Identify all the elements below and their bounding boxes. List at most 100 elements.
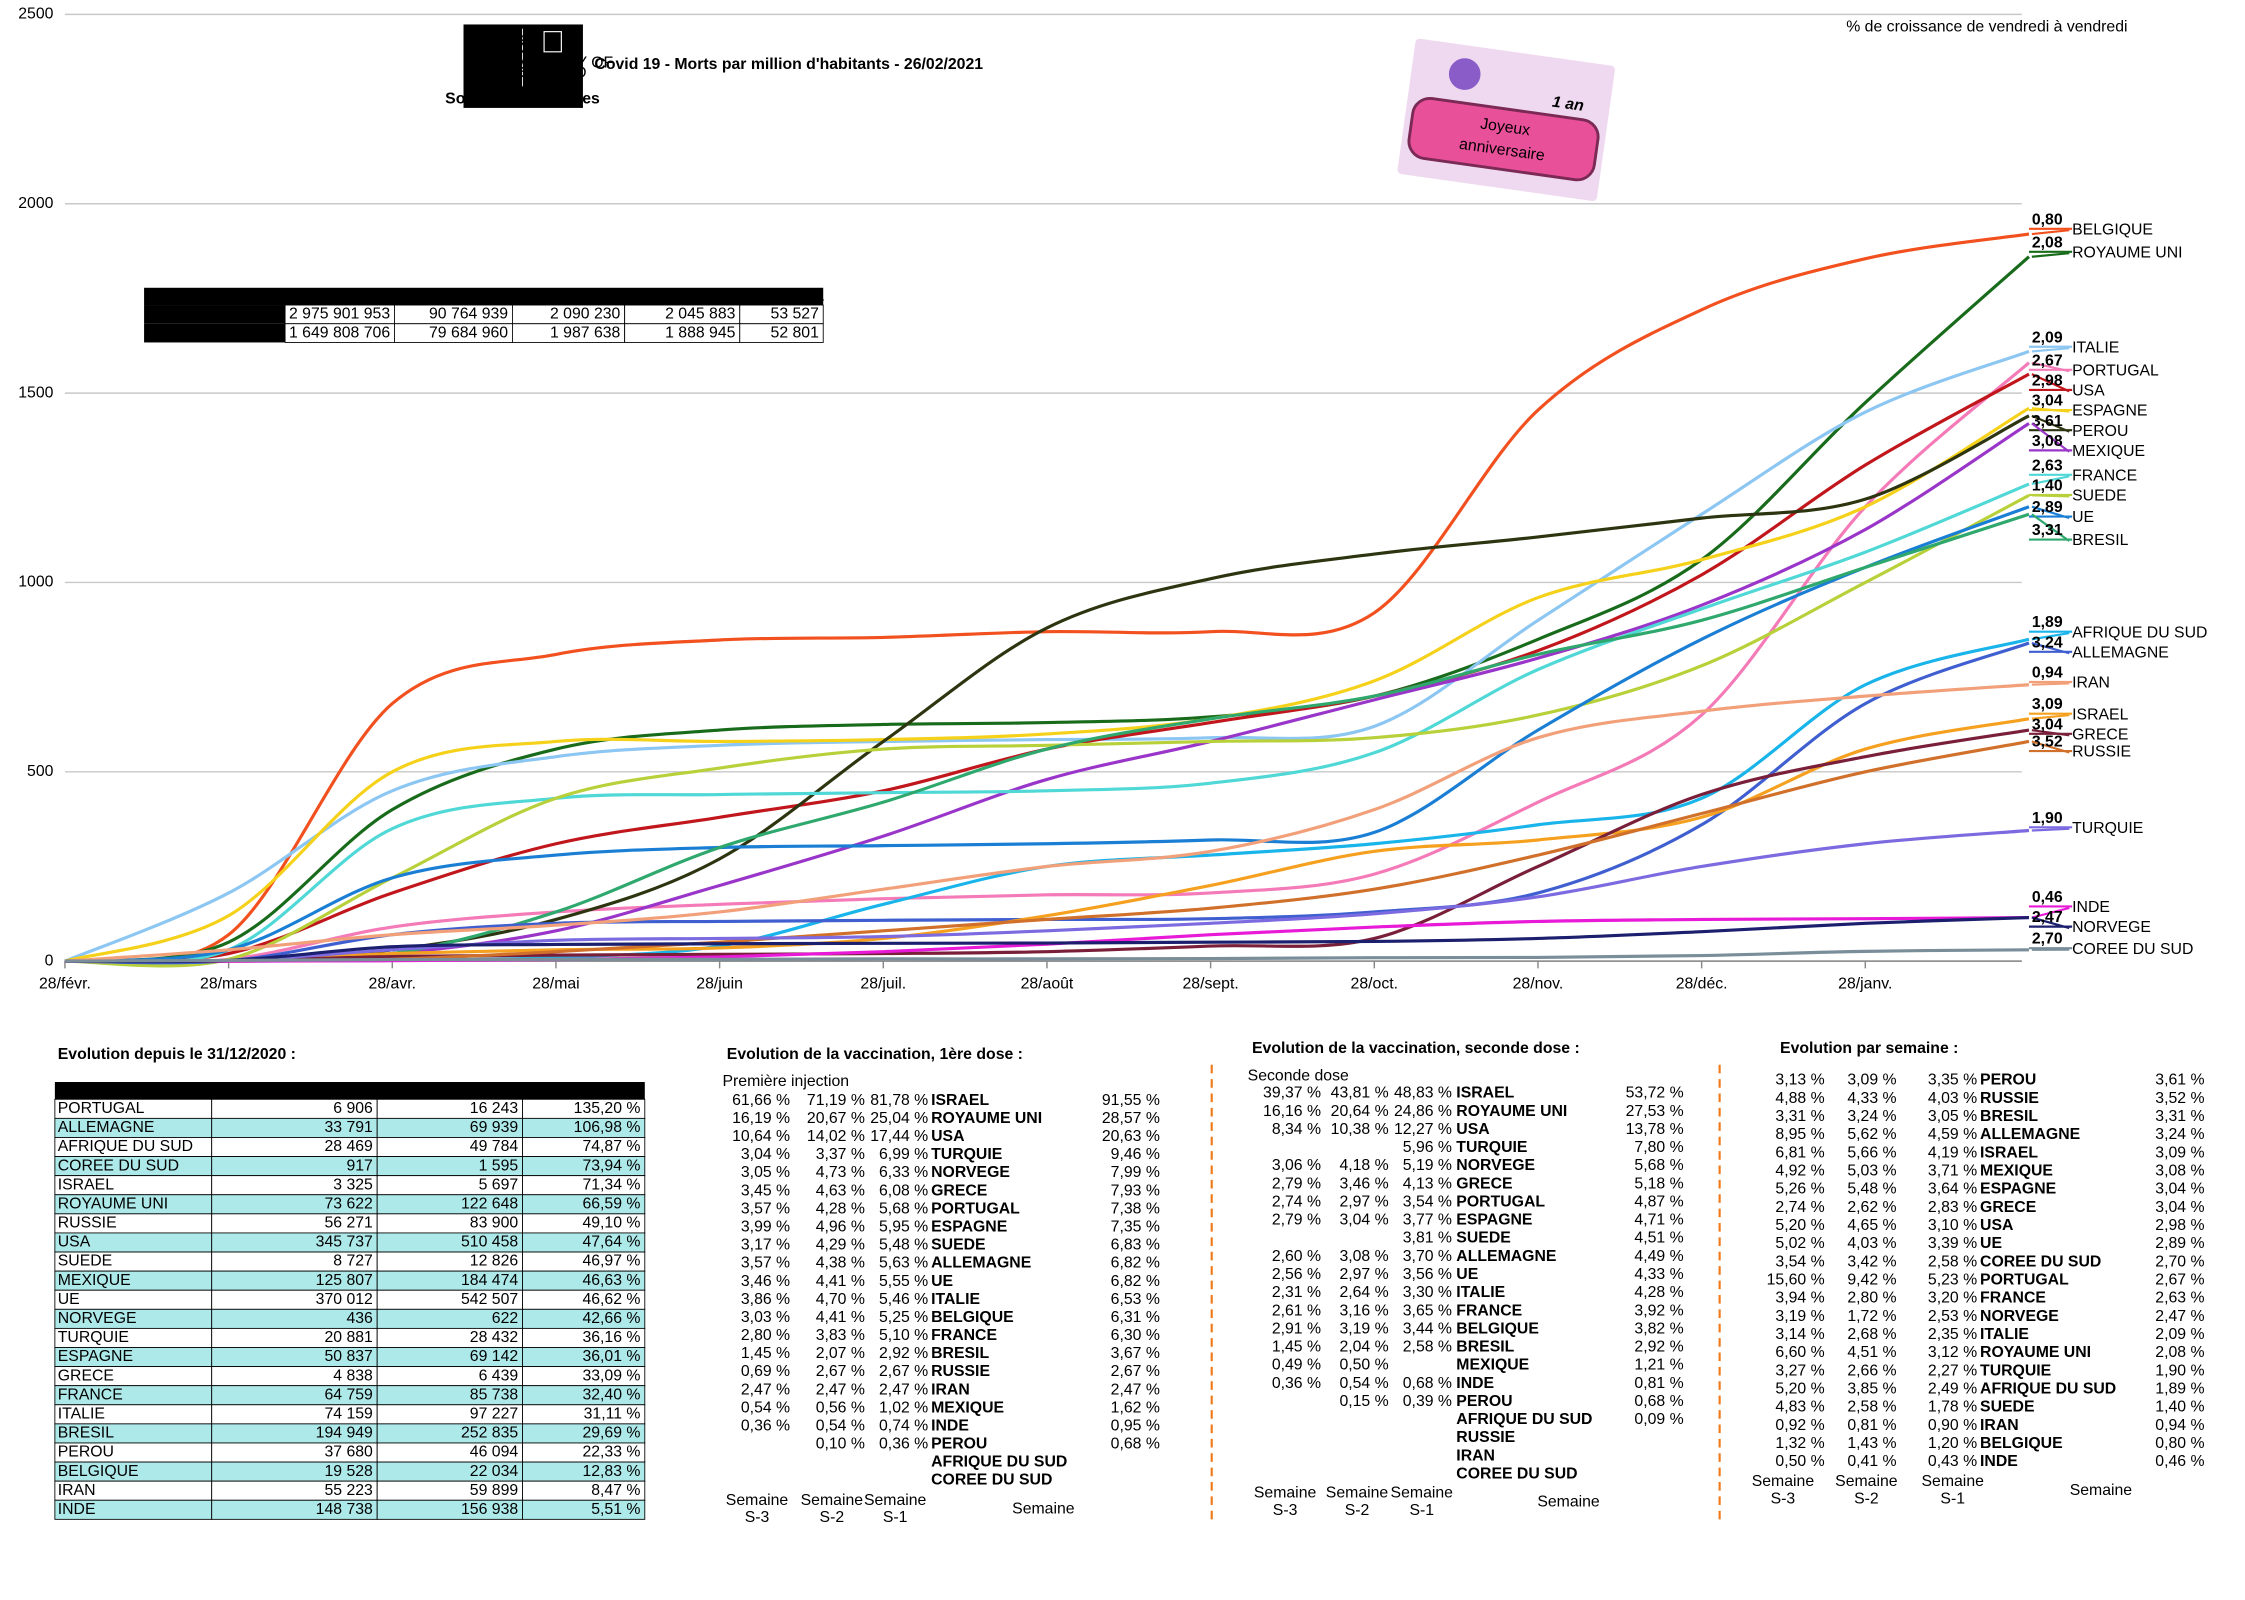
- series-label: FRANCE: [2072, 467, 2137, 484]
- country-name: FRANCE: [58, 1386, 123, 1403]
- cell-text: 73 622: [324, 1195, 372, 1212]
- label-leader: [2031, 373, 2070, 393]
- y-tick-label: 500: [27, 763, 54, 780]
- cell-text: 2,58 %: [1928, 1253, 1977, 1270]
- footer-label: Semaine: [1012, 1501, 1075, 1518]
- country-name: PORTUGAL: [1980, 1271, 2069, 1288]
- cell-text: 3,56 %: [1403, 1266, 1452, 1283]
- country-name: COREE DU SUD: [931, 1472, 1052, 1489]
- footer-label: S-2: [1854, 1490, 1879, 1507]
- cell-text: 3,04 %: [2155, 1181, 2204, 1198]
- country-name: ISRAEL: [58, 1176, 114, 1193]
- cell-text: 69 142: [470, 1348, 518, 1365]
- cell-text: 3 325: [333, 1176, 373, 1193]
- country-name: TURQUIE: [931, 1146, 1002, 1163]
- cell-text: 46,62 %: [582, 1291, 640, 1308]
- country-name: PEROU: [1980, 1072, 2036, 1089]
- country-name: ALLEMAGNE: [1456, 1248, 1556, 1265]
- cell-text: 5,62 %: [1847, 1126, 1896, 1143]
- cell-text: 0,50 %: [1775, 1453, 1824, 1470]
- country-name: BELGIQUE: [931, 1309, 1014, 1326]
- cell-text: 122 648: [461, 1195, 518, 1212]
- cell-text: 33 791: [324, 1119, 373, 1136]
- cell-text: 4,18 %: [1339, 1157, 1388, 1174]
- cell-text: 9,46 %: [1111, 1146, 1160, 1163]
- growth-label: 3,31: [2032, 522, 2063, 539]
- line: [64, 482, 2030, 965]
- label-leader: [2031, 475, 2070, 486]
- cell-text: 0,54 %: [1339, 1375, 1388, 1392]
- cell-text: 1,45 %: [1272, 1339, 1321, 1356]
- cell-text: 4,73 %: [816, 1164, 865, 1181]
- cell-text: 8,95 %: [1775, 1126, 1824, 1143]
- cell-text: 3,71 %: [1928, 1163, 1977, 1180]
- cell-text: 66,59 %: [582, 1195, 640, 1212]
- x-tick-label: 28/sept.: [1182, 975, 1238, 992]
- row-label-bg: [144, 305, 286, 324]
- cell-text: 3,05 %: [741, 1164, 790, 1181]
- cell-text: 3,54 %: [1403, 1193, 1452, 1210]
- column-header: morts au 31/12/20: [231, 1082, 359, 1099]
- cell-text: 36,16 %: [582, 1329, 640, 1346]
- cell-text: 0,81 %: [1847, 1417, 1896, 1434]
- section-subtitle: Seconde dose: [1248, 1067, 1349, 1084]
- cell-text: 0,36 %: [879, 1436, 928, 1453]
- cell-text: 4,83 %: [1775, 1399, 1824, 1416]
- cell-text: 4,38 %: [816, 1255, 865, 1272]
- cell-text: 3,09 %: [2155, 1144, 2204, 1161]
- cell-text: 1,43 %: [1847, 1435, 1896, 1452]
- cell-text: 5,68 %: [1634, 1157, 1683, 1174]
- line: [64, 349, 2030, 963]
- cell-text: 6,31 %: [1111, 1309, 1160, 1326]
- cell-text: 0,36 %: [741, 1417, 790, 1434]
- cell-text: 5,25 %: [879, 1309, 928, 1326]
- cell-text: 3,05 %: [1928, 1108, 1977, 1125]
- cell-text: 12,27 %: [1394, 1121, 1452, 1138]
- country-name: ESPAGNE: [58, 1348, 133, 1365]
- cell-text: 3,83 %: [816, 1327, 865, 1344]
- cell-text: 5,48 %: [1847, 1181, 1896, 1198]
- cell-text: 46 094: [470, 1444, 519, 1461]
- country-name: SUEDE: [58, 1253, 112, 1270]
- cell-text: 2,53 %: [1928, 1308, 1977, 1325]
- cell-text: 4,70 %: [816, 1291, 865, 1308]
- table-header-bg: [144, 287, 824, 306]
- growth-label: 1,40: [2032, 478, 2063, 495]
- country-name: ISRAEL: [1980, 1144, 2038, 1161]
- cell-text: 73,94 %: [582, 1157, 640, 1174]
- cell-text: 48,83 %: [1394, 1085, 1452, 1102]
- cell-text: 3,94 %: [1775, 1290, 1824, 1307]
- cell-text: 3,99 %: [741, 1218, 790, 1235]
- cell-text: 2,80 %: [1847, 1290, 1896, 1307]
- cell-text: 3,03 %: [741, 1309, 790, 1326]
- cell-text: 5,19 %: [1403, 1157, 1452, 1174]
- cell-text: 0,69 %: [741, 1363, 790, 1380]
- cell-text: 1,62 %: [1111, 1399, 1160, 1416]
- cell-text: 28 432: [470, 1329, 518, 1346]
- cell-text: 4,87 %: [1634, 1193, 1683, 1210]
- cell-text: 22 034: [470, 1463, 519, 1480]
- cell-text: 106,98 %: [574, 1119, 641, 1136]
- cell-text: 5,48 %: [879, 1237, 928, 1254]
- cell-text: 7,80 %: [1634, 1139, 1683, 1156]
- country-name: ROYAUME UNI: [931, 1110, 1042, 1127]
- cell-text: 4,29 %: [816, 1237, 865, 1254]
- country-name: GRECE: [1980, 1199, 2036, 1216]
- country-name: USA: [931, 1128, 964, 1145]
- cell-text: 3,46 %: [1339, 1175, 1388, 1192]
- cell-text: 0,49 %: [1272, 1357, 1321, 1374]
- country-name: ESPAGNE: [1456, 1212, 1532, 1229]
- line: [64, 406, 2030, 963]
- cell-text: 33,09 %: [582, 1367, 640, 1384]
- cell-text: 16,16 %: [1263, 1103, 1321, 1120]
- cell-text: 3,17 %: [741, 1237, 790, 1254]
- country-name: USA: [1456, 1121, 1489, 1138]
- cell-text: 0,43 %: [1928, 1453, 1977, 1470]
- label-leader: [2031, 513, 2070, 542]
- country-name: SUEDE: [1456, 1230, 1510, 1247]
- cell-text: 1,02 %: [879, 1399, 928, 1416]
- cell-text: 4,59 %: [1928, 1126, 1977, 1143]
- cell-text: 2,67 %: [1111, 1363, 1160, 1380]
- cell-text: 2,92 %: [879, 1345, 928, 1362]
